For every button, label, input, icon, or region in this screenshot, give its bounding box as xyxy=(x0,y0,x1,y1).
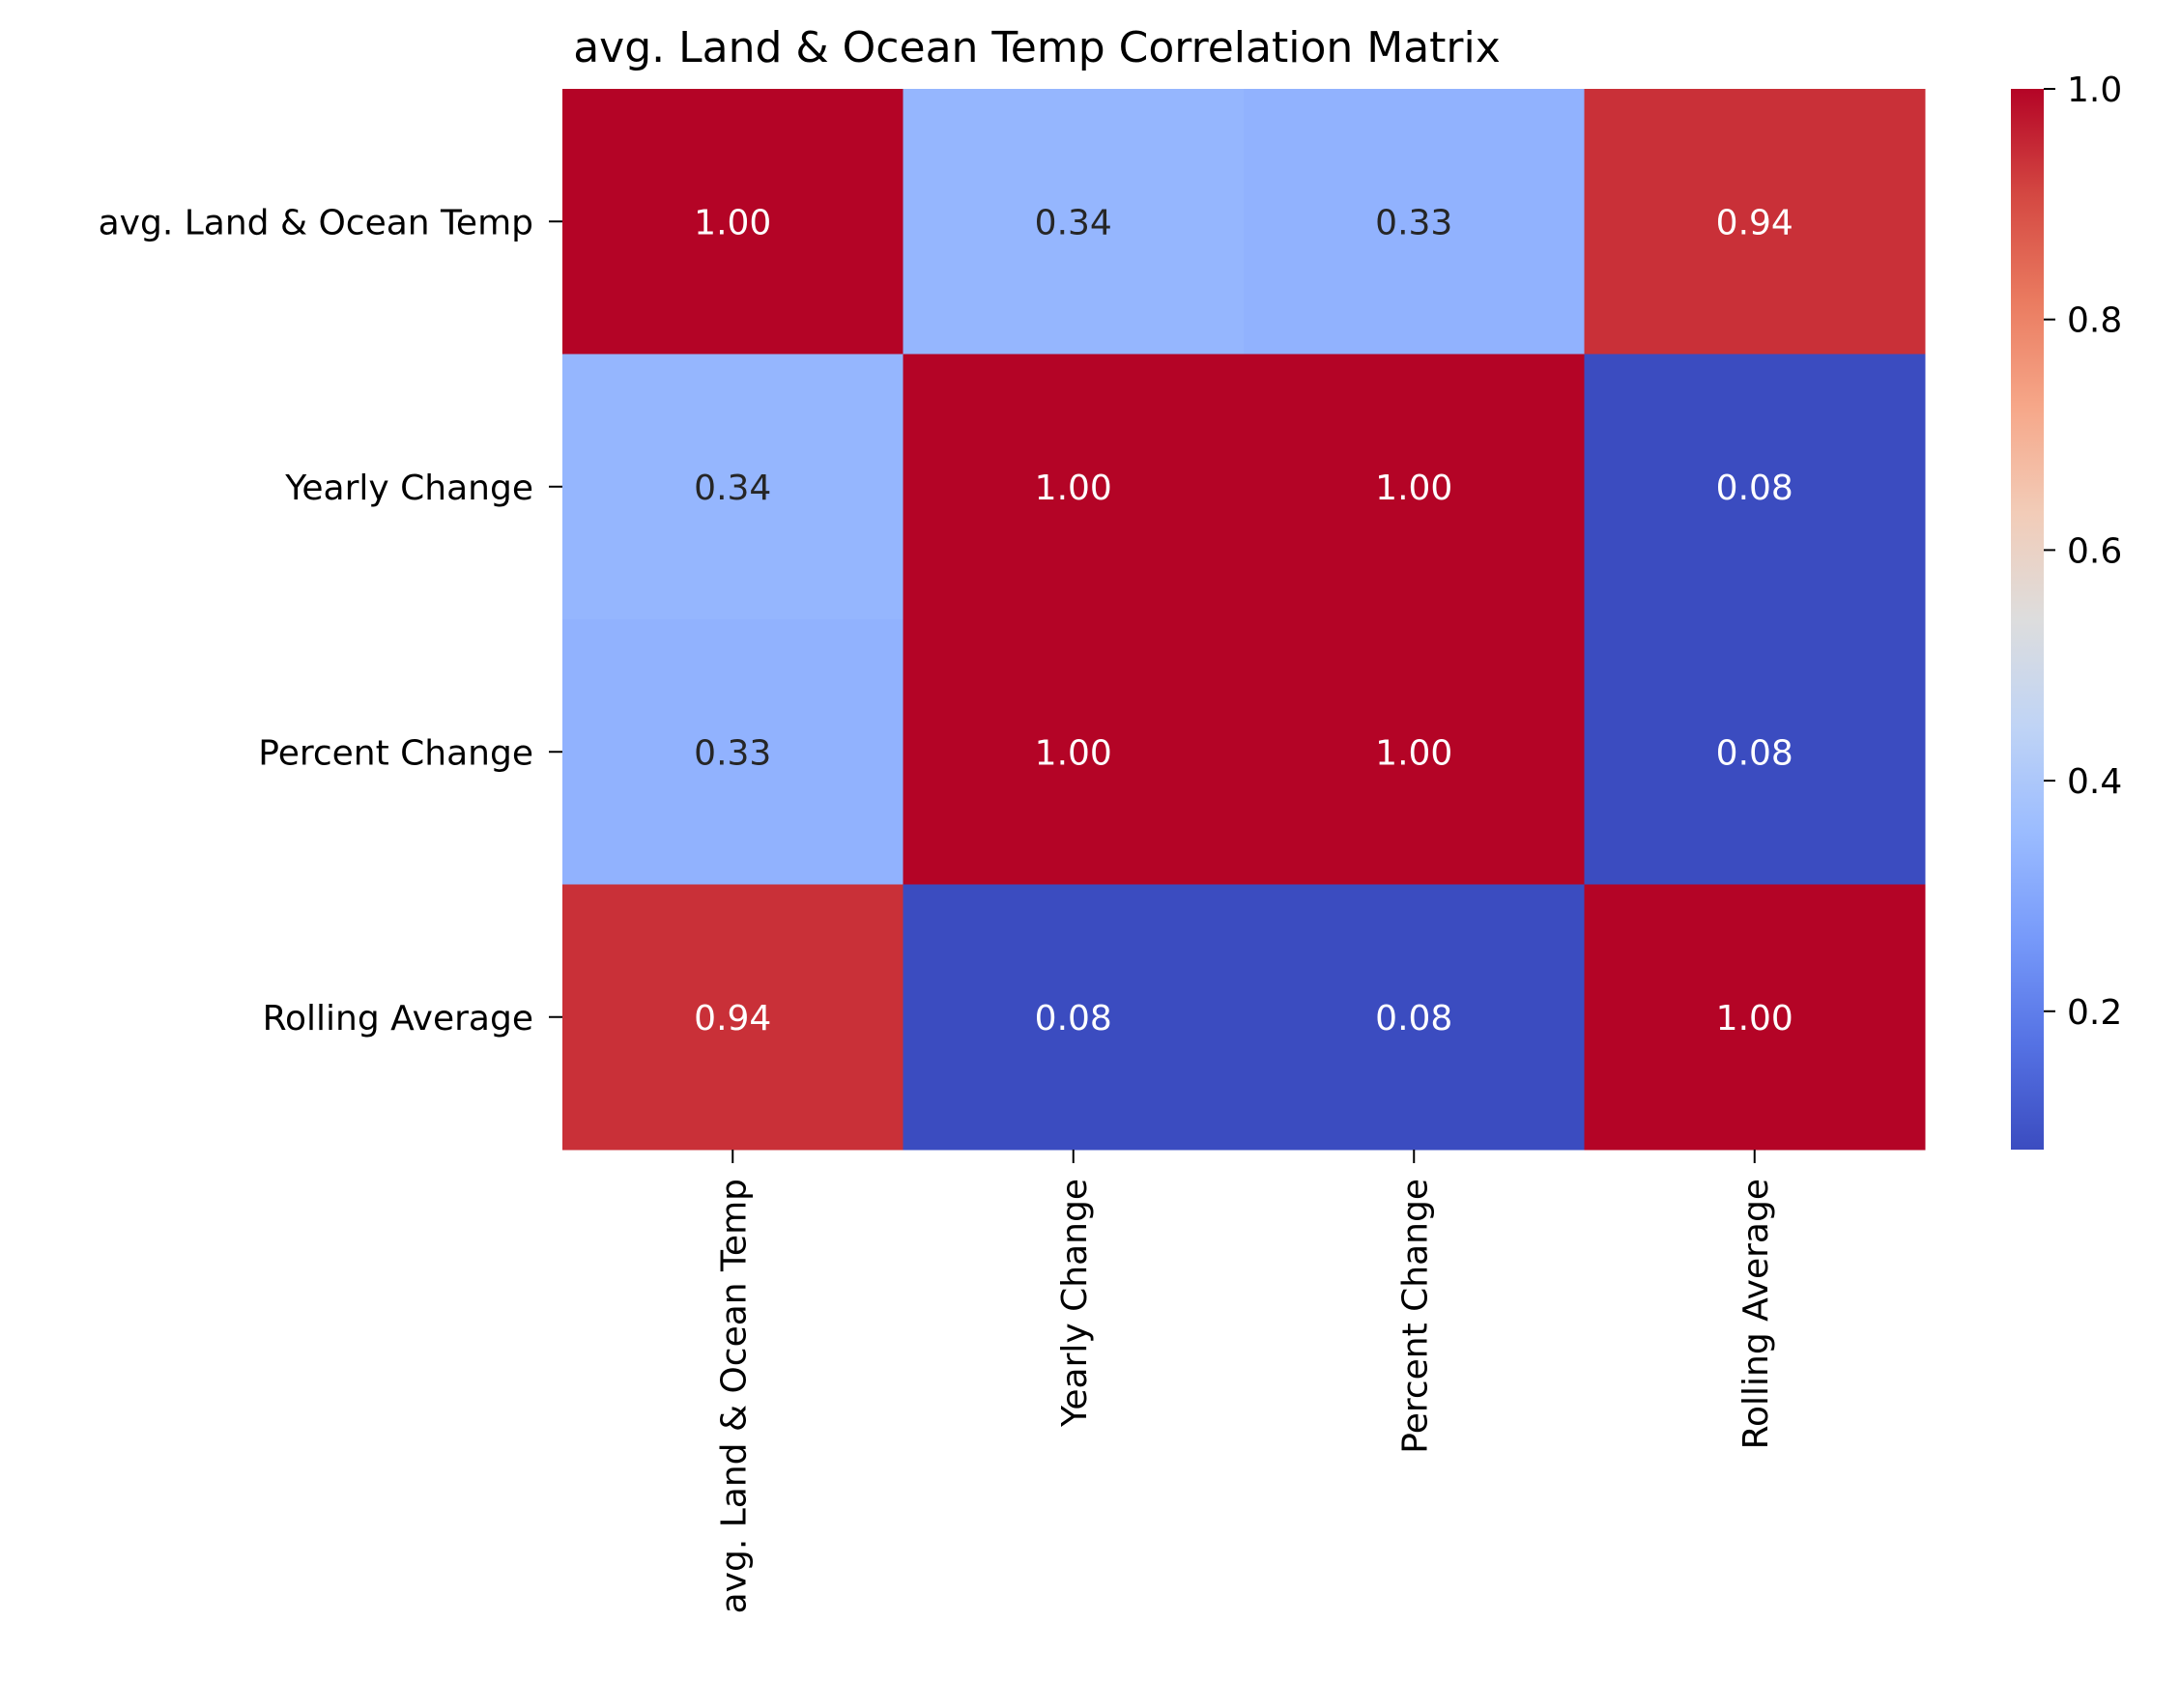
colorbar-tick-label-0: 0.2 xyxy=(2067,993,2122,1033)
heatmap-cell-r3-c2 xyxy=(1244,884,1585,1151)
heatmap-cell-label-r1-c0: 0.34 xyxy=(694,469,771,508)
heatmap-cell-r1-c0 xyxy=(562,354,904,620)
heatmap-cell-r3-c0 xyxy=(562,884,904,1151)
heatmap-cell-label-r3-c0: 0.94 xyxy=(694,999,771,1039)
y-tick-label-1: Yearly Change xyxy=(284,469,533,508)
heatmap-cell-r0-c1 xyxy=(903,89,1245,355)
heatmap-cell-label-r1-c3: 0.08 xyxy=(1716,469,1793,508)
colorbar-tick-label-1: 0.4 xyxy=(2067,762,2122,802)
x-tick-label-1: Yearly Change xyxy=(1055,1179,1095,1428)
colorbar-tick-label-2: 0.6 xyxy=(2067,531,2122,571)
y-tick-label-0: avg. Land & Ocean Temp xyxy=(99,203,533,242)
x-tick-label-0: avg. Land & Ocean Temp xyxy=(714,1179,754,1613)
heatmap-cell-r3-c1 xyxy=(903,884,1245,1151)
y-tick-label-2: Percent Change xyxy=(258,733,533,773)
x-tick-label-3: Rolling Average xyxy=(1736,1179,1776,1449)
colorbar: 0.2 0.4 0.6 0.8 1.0 xyxy=(2011,71,2122,1150)
heatmap-cell-r3-c3 xyxy=(1584,884,1926,1151)
heatmap-cell-r1-c1 xyxy=(903,354,1245,620)
x-axis: avg. Land & Ocean Temp Yearly Change Perce… xyxy=(714,1150,1776,1613)
heatmap-cell-labels: 1.00 0.34 0.33 0.94 0.34 1.00 1.00 0.08 0.33 1.00… xyxy=(694,203,1793,1039)
heatmap-cell-r1-c3 xyxy=(1584,354,1926,620)
heatmap-cell-r2-c2 xyxy=(1244,619,1585,885)
heatmap-cell-label-r2-c2: 1.00 xyxy=(1375,733,1452,773)
heatmap-cell-r2-c1 xyxy=(903,619,1245,885)
heatmap-cell-r0-c2 xyxy=(1244,89,1585,355)
heatmap-cell-label-r0-c2: 0.33 xyxy=(1375,203,1452,242)
colorbar-gradient xyxy=(2011,89,2044,1150)
heatmap-cell-label-r3-c1: 0.08 xyxy=(1035,999,1112,1039)
heatmap-cell-label-r3-c2: 0.08 xyxy=(1375,999,1452,1039)
heatmap-cell-label-r2-c3: 0.08 xyxy=(1716,733,1793,773)
chart-title: avg. Land & Ocean Temp Correlation Matri… xyxy=(573,23,1501,72)
x-tick-label-2: Percent Change xyxy=(1395,1179,1435,1454)
heatmap-cell-r0-c3 xyxy=(1584,89,1926,355)
colorbar-tick-label-3: 0.8 xyxy=(2067,301,2122,341)
heatmap-cell-r0-c0 xyxy=(562,89,904,355)
heatmap-cell-r2-c3 xyxy=(1584,619,1926,885)
y-tick-label-3: Rolling Average xyxy=(263,999,533,1039)
heatmap-cell-label-r0-c1: 0.34 xyxy=(1035,203,1112,242)
heatmap-cell-label-r2-c0: 0.33 xyxy=(694,733,771,773)
heatmap-cell-r2-c0 xyxy=(562,619,904,885)
heatmap-cell-label-r0-c3: 0.94 xyxy=(1716,203,1793,242)
heatmap-cell-label-r2-c1: 1.00 xyxy=(1035,733,1112,773)
heatmap-cell-label-r3-c3: 1.00 xyxy=(1716,999,1793,1039)
heatmap-cell-r1-c2 xyxy=(1244,354,1585,620)
y-axis: avg. Land & Ocean Temp Yearly Change Perce… xyxy=(99,203,562,1039)
heatmap-cell-label-r1-c2: 1.00 xyxy=(1375,469,1452,508)
heatmap-cells xyxy=(562,89,1926,1151)
heatmap-cell-label-r0-c0: 1.00 xyxy=(694,203,771,242)
heatmap-cell-label-r1-c1: 1.00 xyxy=(1035,469,1112,508)
colorbar-tick-label-4: 1.0 xyxy=(2067,71,2122,110)
